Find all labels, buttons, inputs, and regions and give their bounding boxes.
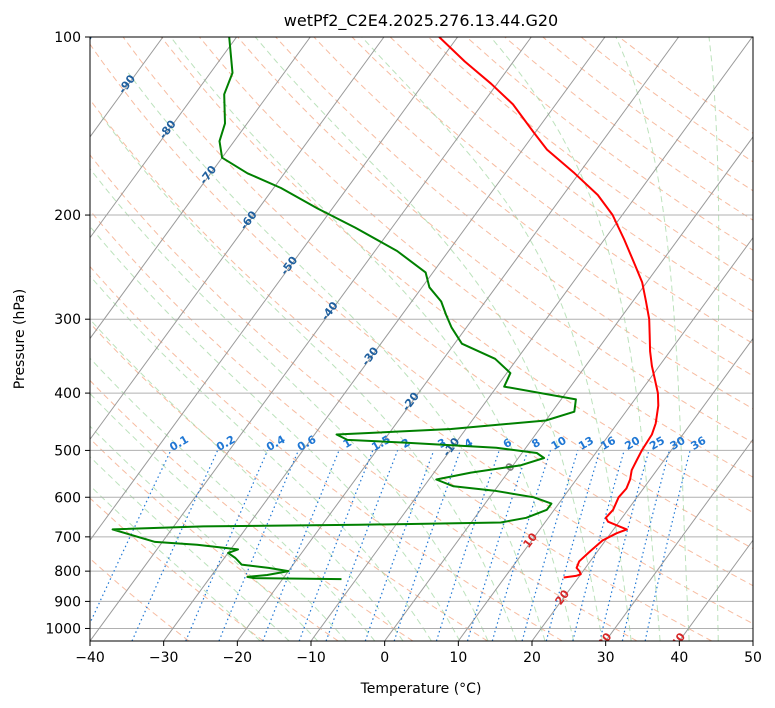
mixing-ratio-line	[262, 450, 340, 641]
isotherm	[457, 236, 753, 641]
dry-adiabat	[90, 98, 753, 625]
mixing-ratio-line	[521, 450, 579, 641]
chart-title: wetPf2_C2E4.2025.276.13.44.G20	[284, 11, 558, 31]
x-tick-label: −30	[149, 650, 179, 666]
isotherm	[163, 37, 606, 641]
y-tick-label: 700	[54, 530, 81, 546]
moist-adiabat	[490, 37, 661, 641]
dry-adiabat	[122, 37, 753, 550]
y-tick-label: 1000	[45, 621, 81, 637]
x-tick-label: 50	[744, 650, 762, 666]
moist-adiabat	[99, 113, 517, 641]
y-tick-label: 600	[54, 490, 81, 506]
y-tick-label: 900	[54, 594, 81, 610]
x-tick-label: 30	[597, 650, 615, 666]
x-tick-label: 40	[670, 650, 688, 666]
dry-adiabat	[237, 37, 753, 444]
x-tick-label: −20	[223, 650, 253, 666]
mixing-ratio-line	[298, 450, 374, 641]
isotherm	[90, 37, 459, 542]
y-tick-label: 100	[54, 30, 81, 46]
dry-adiabat	[90, 43, 753, 587]
moist-adiabat	[90, 425, 319, 641]
x-axis: −40 −30 −20 −10 0 10 20 30 40 50	[75, 641, 762, 666]
isotherm-label: 40	[669, 630, 689, 650]
x-tick-label: −40	[75, 650, 105, 666]
dry-adiabat	[90, 265, 563, 641]
mixing-ratio-line	[435, 450, 500, 641]
moist-adiabat	[254, 37, 603, 641]
x-axis-title: Temperature (°C)	[360, 681, 482, 697]
x-tick-label: 20	[523, 650, 541, 666]
dry-adiabat	[275, 37, 753, 410]
moist-adiabat	[90, 225, 461, 641]
moist-adiabat	[90, 357, 376, 641]
plot-area: 0.10.20.40.611.52346810131620253036-100-…	[90, 37, 753, 650]
y-tick-label: 400	[54, 386, 81, 402]
x-tick-label: 10	[449, 650, 467, 666]
isotherm	[90, 37, 385, 441]
plot-frame	[89, 36, 754, 642]
dry-adiabat	[90, 322, 488, 641]
x-tick-label: 0	[380, 650, 389, 666]
moist-adiabat	[708, 37, 720, 641]
moist-adiabat	[361, 37, 632, 641]
y-tick-label: 200	[54, 208, 81, 224]
isotherm	[90, 37, 532, 641]
isotherm-label: 30	[595, 630, 615, 650]
mixing-ratio-line	[90, 450, 172, 625]
dry-adiabat	[90, 154, 712, 641]
dewpoint-profile-line	[111, 37, 577, 581]
isotherm	[310, 37, 753, 641]
moist-adiabat	[615, 37, 690, 641]
isotherm	[605, 438, 753, 641]
dry-adiabat	[313, 37, 753, 377]
isotherm	[90, 37, 238, 239]
moist-adiabat	[170, 37, 575, 641]
y-axis-title: Pressure (hPa)	[12, 289, 28, 389]
dry-adiabat	[90, 209, 638, 641]
mixing-ratio-line	[491, 450, 552, 641]
y-axis: 100 200 300 400 500 600 700 800 900 1000	[45, 30, 90, 637]
x-tick-label: −10	[296, 650, 326, 666]
moist-adiabat	[90, 318, 404, 641]
y-tick-label: 300	[54, 312, 81, 328]
temperature-profile-line	[438, 37, 660, 579]
mixing-ratio-line	[393, 450, 461, 641]
moist-adiabat	[90, 455, 290, 641]
y-tick-label: 500	[54, 443, 81, 459]
isotherm	[90, 37, 311, 340]
isotherm	[384, 136, 753, 641]
mixing-ratio-line	[644, 450, 691, 641]
y-tick-label: 800	[54, 564, 81, 580]
moist-adiabat	[90, 275, 432, 641]
dry-adiabat	[160, 37, 753, 514]
